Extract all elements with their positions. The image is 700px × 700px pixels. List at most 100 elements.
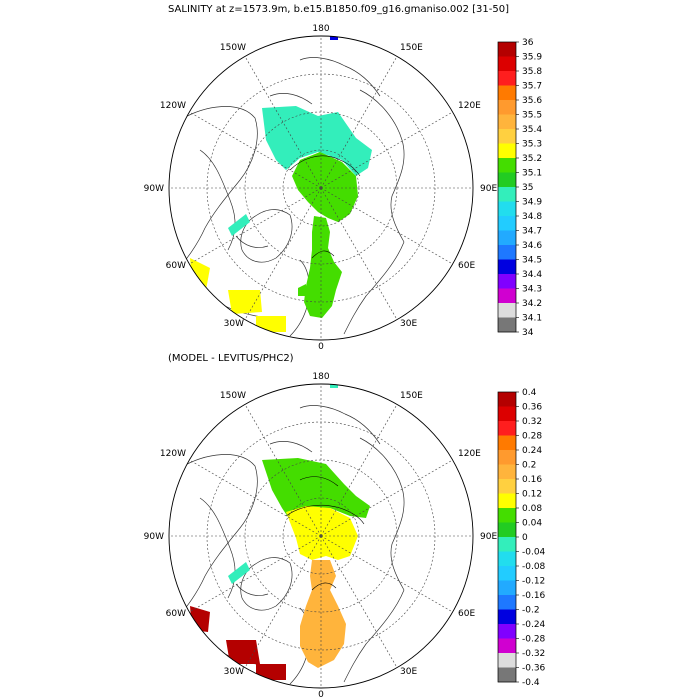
colorbar-swatch bbox=[498, 42, 516, 57]
colorbar-swatch bbox=[498, 158, 516, 173]
colorbar-swatch bbox=[498, 551, 516, 567]
diff-field-0-4-southmost bbox=[256, 664, 286, 680]
field-34-9-patch bbox=[228, 214, 250, 236]
map-boundary bbox=[168, 383, 474, 689]
colorbar-label: 34.1 bbox=[522, 314, 542, 324]
lon-label-0: 0 bbox=[318, 690, 324, 700]
lon-label-60w: 60W bbox=[166, 261, 186, 271]
colorbar-label: 0.36 bbox=[522, 403, 542, 413]
lon-label-180: 180 bbox=[312, 24, 329, 34]
colorbar-label: 34.2 bbox=[522, 299, 542, 309]
colorbar-label: 0.32 bbox=[522, 417, 542, 427]
colorbar-swatch bbox=[498, 114, 516, 130]
colorbar-swatch bbox=[498, 85, 516, 101]
colorbar-swatch bbox=[498, 464, 516, 480]
difference-field bbox=[169, 384, 473, 688]
colorbar-swatch bbox=[498, 653, 516, 668]
lon-label-60w: 60W bbox=[166, 609, 186, 619]
difference-colorbar: 0.4 0.36 0.32 0.28 0.24 0.2 0.16 0.12 0.08 0.04 0 -… bbox=[497, 388, 546, 688]
colorbar-swatch bbox=[498, 100, 516, 115]
colorbar-swatch bbox=[498, 421, 516, 436]
salinity-map: 180 0 90W 90E 150W 150E 120W 120E 60W 60… bbox=[144, 24, 498, 352]
graticule bbox=[169, 36, 473, 340]
coastlines bbox=[175, 57, 405, 337]
lon-label-60e: 60E bbox=[458, 609, 475, 619]
colorbar-label: 35.7 bbox=[522, 82, 542, 92]
colorbar-label: 34.4 bbox=[522, 270, 542, 280]
colorbar-label: -0.16 bbox=[522, 591, 546, 601]
colorbar-label: -0.4 bbox=[522, 678, 540, 688]
contour-line bbox=[285, 504, 365, 525]
field-35-3-southmost bbox=[256, 316, 286, 332]
colorbar-label: 35.6 bbox=[522, 96, 542, 106]
colorbar-label: -0.28 bbox=[522, 635, 546, 645]
contour-line bbox=[299, 476, 339, 487]
colorbar-swatch bbox=[498, 595, 516, 610]
map-title: SALINITY at z=1573.9m, b.e15.B1850.f09_g… bbox=[168, 4, 509, 15]
diff-field-pole bbox=[330, 384, 338, 388]
colorbar-label: 35.1 bbox=[522, 169, 542, 179]
colorbar-label: 35.2 bbox=[522, 154, 542, 164]
colorbar-swatch bbox=[498, 609, 516, 625]
colorbar-swatch bbox=[498, 274, 516, 289]
colorbar-swatch bbox=[498, 143, 516, 159]
colorbar-swatch bbox=[498, 317, 516, 333]
salinity-colorbar: 36 35.9 35.8 35.7 35.6 35.5 35.4 35.3 35.2 35.1 35… bbox=[497, 38, 542, 338]
lon-label-30w: 30W bbox=[224, 667, 244, 677]
colorbar-label: 34.9 bbox=[522, 198, 542, 208]
colorbar-label: 0.08 bbox=[522, 504, 542, 514]
colorbar-label: 34.8 bbox=[522, 212, 542, 222]
colorbar-label: 34.3 bbox=[522, 285, 542, 295]
colorbar-label: 0.04 bbox=[522, 519, 542, 529]
lon-label-90e: 90E bbox=[480, 184, 497, 194]
lon-label-150e: 150E bbox=[400, 391, 423, 401]
lon-label-90w: 90W bbox=[144, 532, 164, 542]
lon-label-150e: 150E bbox=[400, 43, 423, 53]
colorbar-label: 36 bbox=[522, 38, 534, 48]
colorbar-label: 0.16 bbox=[522, 475, 542, 485]
colorbar-label: -0.32 bbox=[522, 649, 545, 659]
lon-label-90w: 90W bbox=[144, 184, 164, 194]
colorbar-swatch bbox=[498, 288, 516, 304]
colorbar-label: -0.24 bbox=[522, 620, 546, 630]
coastlines bbox=[175, 405, 405, 685]
colorbar-swatch bbox=[498, 435, 516, 451]
colorbar-label: 35.8 bbox=[522, 67, 542, 77]
field-34-5-pole bbox=[330, 36, 338, 40]
colorbar-label: 34.7 bbox=[522, 227, 542, 237]
contour-line bbox=[289, 155, 361, 177]
lon-label-120e: 120E bbox=[458, 449, 481, 459]
colorbar-swatch bbox=[498, 187, 516, 202]
contour-line bbox=[311, 582, 337, 591]
colorbar-label: 0.28 bbox=[522, 432, 542, 442]
lon-label-60e: 60E bbox=[458, 261, 475, 271]
lon-label-30w: 30W bbox=[224, 319, 244, 329]
colorbar-label: 34.6 bbox=[522, 241, 542, 251]
colorbar-label: -0.2 bbox=[522, 606, 540, 616]
field-35-3-west bbox=[190, 258, 210, 290]
colorbar-swatch bbox=[498, 56, 516, 72]
lon-label-0: 0 bbox=[318, 342, 324, 352]
contour-line bbox=[311, 250, 335, 259]
colorbar-swatch bbox=[498, 493, 516, 509]
colorbar-swatch bbox=[498, 245, 516, 260]
colorbar-swatch bbox=[498, 522, 516, 538]
lon-label-120w: 120W bbox=[160, 449, 186, 459]
lon-label-30e: 30E bbox=[400, 667, 417, 677]
field-35-1-small bbox=[298, 284, 306, 296]
colorbar-swatch bbox=[498, 667, 516, 683]
colorbar-label: -0.08 bbox=[522, 562, 546, 572]
diff-field-0-04 bbox=[262, 458, 370, 520]
diff-field-0-12 bbox=[286, 506, 358, 560]
colorbar-label: -0.36 bbox=[522, 664, 546, 674]
lon-label-90e: 90E bbox=[480, 532, 497, 542]
colorbar-label: -0.04 bbox=[522, 548, 546, 558]
colorbar-swatch bbox=[498, 638, 516, 654]
colorbar-label: 0.2 bbox=[522, 461, 536, 471]
colorbar-swatch bbox=[498, 450, 516, 465]
colorbar-swatch bbox=[498, 537, 516, 552]
colorbar-swatch bbox=[498, 479, 516, 494]
diff-field-0-4-south bbox=[226, 640, 260, 664]
lon-label-180: 180 bbox=[312, 372, 329, 382]
